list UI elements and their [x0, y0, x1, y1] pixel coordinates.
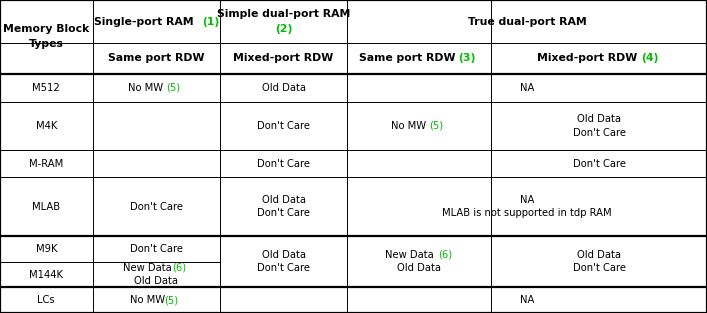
Text: NA: NA [520, 295, 534, 305]
Text: LCs: LCs [37, 295, 55, 305]
Text: (4): (4) [641, 54, 659, 63]
Text: Don't Care: Don't Care [130, 244, 182, 254]
Text: Don't Care: Don't Care [257, 208, 310, 218]
Text: M9K: M9K [35, 244, 57, 254]
Text: (5): (5) [164, 295, 177, 305]
Text: Old Data: Old Data [262, 250, 305, 260]
Text: MLAB: MLAB [33, 202, 60, 212]
Text: (6): (6) [173, 263, 187, 273]
Text: Memory Block: Memory Block [4, 24, 89, 34]
Text: MLAB is not supported in tdp RAM: MLAB is not supported in tdp RAM [443, 208, 612, 218]
Text: Don't Care: Don't Care [257, 159, 310, 168]
Text: Old Data: Old Data [577, 250, 621, 260]
Text: (6): (6) [438, 250, 452, 260]
Text: Don't Care: Don't Care [257, 263, 310, 273]
Text: Mixed-port RDW: Mixed-port RDW [537, 54, 641, 63]
Text: Don't Care: Don't Care [573, 159, 626, 168]
Text: Mixed-port RDW: Mixed-port RDW [233, 54, 334, 63]
Text: Don't Care: Don't Care [573, 263, 626, 273]
Text: NA: NA [520, 195, 534, 205]
Text: (5): (5) [430, 121, 444, 131]
Text: Same port RDW: Same port RDW [108, 54, 204, 63]
Text: No MW: No MW [129, 83, 167, 93]
Text: Old Data: Old Data [262, 83, 305, 93]
Text: Old Data: Old Data [397, 263, 441, 273]
Text: M512: M512 [33, 83, 60, 93]
Text: No MW: No MW [392, 121, 430, 131]
Text: Single-port RAM: Single-port RAM [94, 17, 198, 27]
Text: M-RAM: M-RAM [29, 159, 64, 168]
Text: M4K: M4K [35, 121, 57, 131]
Text: (3): (3) [458, 54, 475, 63]
Text: (5): (5) [167, 83, 181, 93]
Text: M144K: M144K [29, 270, 64, 280]
Text: Old Data: Old Data [262, 195, 305, 205]
Text: Don't Care: Don't Care [130, 202, 182, 212]
Text: Don't Care: Don't Care [257, 121, 310, 131]
Text: Don't Care: Don't Care [573, 128, 626, 138]
Text: Old Data: Old Data [134, 276, 178, 286]
Text: (1): (1) [202, 17, 219, 27]
Text: New Data: New Data [385, 250, 436, 260]
Text: Old Data: Old Data [577, 114, 621, 124]
Text: Types: Types [29, 39, 64, 49]
Text: New Data: New Data [123, 263, 172, 273]
Text: Simple dual-port RAM: Simple dual-port RAM [217, 9, 350, 19]
Text: True dual-port RAM: True dual-port RAM [468, 17, 586, 27]
Text: No MW: No MW [130, 295, 165, 305]
Text: (2): (2) [275, 24, 292, 34]
Text: NA: NA [520, 83, 534, 93]
Text: Same port RDW: Same port RDW [359, 54, 460, 63]
